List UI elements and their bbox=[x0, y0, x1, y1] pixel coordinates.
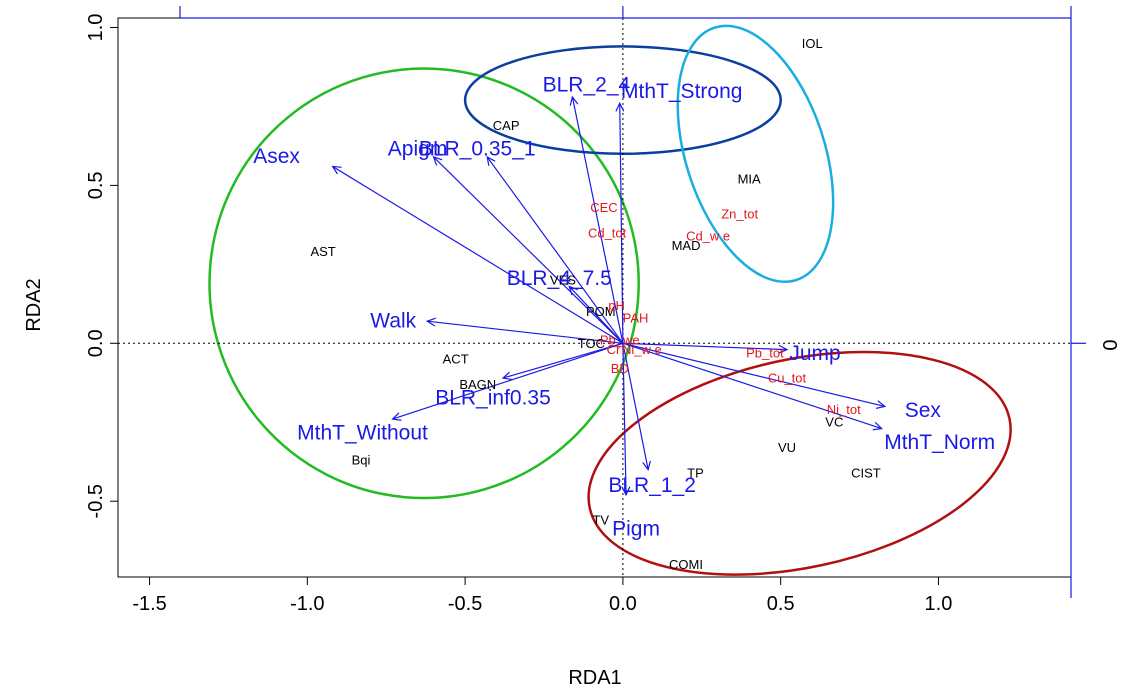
site-label-toc: TOC bbox=[578, 336, 605, 351]
trait-label-blr-inf0-35: BLR_inf0.35 bbox=[435, 387, 551, 410]
x-tick-label: 1.0 bbox=[925, 593, 953, 615]
site-label-vc: VC bbox=[825, 415, 843, 430]
trait-label-blr-4-7-5: BLR_4_7.5 bbox=[507, 267, 612, 290]
trait-label-walk: Walk bbox=[370, 310, 416, 333]
y-axis-title: RDA2 bbox=[23, 278, 45, 331]
site-label-mia: MIA bbox=[738, 172, 761, 187]
site-label-bagn: BAGN bbox=[459, 377, 496, 392]
trait-arrow-blr-2-4 bbox=[569, 95, 624, 344]
env-label-pb-we: Pb_we bbox=[600, 333, 640, 348]
y-tick-label: 1.0 bbox=[85, 14, 107, 42]
x-axis-title: RDA1 bbox=[568, 667, 621, 689]
env-label-pb-tot: Pb_tot bbox=[746, 345, 784, 360]
site-label-iol: IOL bbox=[802, 36, 823, 51]
env-label-cr: Cr bbox=[607, 342, 621, 357]
x-tick-label: 0.5 bbox=[767, 593, 795, 615]
trait-label-apigm: Apigm bbox=[388, 137, 448, 160]
trait-arrows bbox=[331, 95, 887, 497]
trait-arrow-blr-0-35-1 bbox=[486, 155, 624, 344]
x-tick-label: -1.0 bbox=[290, 593, 324, 615]
site-label-ast: AST bbox=[310, 244, 335, 259]
plot-box bbox=[117, 17, 1072, 578]
y-axis: -0.5 0.0 0.5 1.0 bbox=[85, 14, 119, 518]
env-label-bd: BD bbox=[611, 361, 629, 376]
trait-arrow-mtht-without bbox=[391, 342, 624, 421]
reference-lines bbox=[118, 18, 1071, 577]
x-tick-label: -1.5 bbox=[132, 593, 166, 615]
site-label-cist: CIST bbox=[851, 465, 881, 480]
trait-label-blr-2-4: BLR_2_4 bbox=[543, 73, 631, 96]
trait-arrow-apigm bbox=[432, 155, 624, 344]
env-label-ni-tot: Ni_tot bbox=[827, 402, 861, 417]
trait-arrow-walk bbox=[425, 317, 623, 344]
trait-arrow-asex bbox=[331, 165, 624, 344]
x-axis: -1.5 -1.0 -0.5 0.0 0.5 1.0 bbox=[132, 576, 953, 615]
env-label-cd-w-e: Cd_w e bbox=[686, 228, 730, 243]
trait-label-pigm: Pigm bbox=[612, 517, 660, 540]
site-label-bqi: Bqi bbox=[352, 453, 371, 468]
site-label-mad: MAD bbox=[672, 238, 701, 253]
trait-label-asex: Asex bbox=[253, 145, 300, 168]
trait-label-mtht-norm: MthT_Norm bbox=[884, 431, 995, 454]
site-label-tp: TP bbox=[687, 465, 704, 480]
site-label-ves: VES bbox=[550, 273, 576, 288]
trait-arrow-mtht-strong bbox=[615, 101, 625, 344]
group-ellipse-1 bbox=[208, 67, 640, 500]
env-label-cu-tot: Cu_tot bbox=[768, 371, 807, 386]
trait-arrow-blr-inf0-35 bbox=[501, 342, 624, 381]
env-label-ph: pH bbox=[608, 298, 625, 313]
trait-label-blr-0-35-1: BLR_0.35_1 bbox=[419, 137, 536, 160]
site-label-tv: TV bbox=[592, 513, 609, 528]
site-label-cap: CAP bbox=[493, 118, 520, 133]
trait-label-sex: Sex bbox=[905, 399, 942, 422]
trait-arrow-blr-4-7-5 bbox=[568, 285, 624, 344]
env-label-ni-w-e: Ni_w e bbox=[622, 342, 662, 357]
env-label-cec: CEC bbox=[590, 200, 617, 215]
site-label-vu: VU bbox=[778, 440, 796, 455]
trait-arrow-blr-1-2 bbox=[622, 343, 651, 471]
trait-arrow-jump bbox=[622, 342, 789, 354]
env-label-cd-tot: Cd_tot bbox=[588, 225, 627, 240]
site-labels: IOL CAP MIA MAD AST VES POM TOC ACT BAGN Bqi VC VU CI… bbox=[310, 36, 880, 572]
env-label-pah: PAH bbox=[623, 311, 649, 326]
trait-label-blr-1-2: BLR_1_2 bbox=[608, 474, 696, 497]
group-ellipse-4 bbox=[587, 350, 1012, 576]
group-ellipse-3 bbox=[676, 24, 835, 284]
trait-arrow-sex bbox=[622, 342, 887, 409]
site-label-pom: POM bbox=[586, 304, 616, 319]
y-tick-label: -0.5 bbox=[85, 484, 107, 518]
trait-arrow-mtht-norm bbox=[622, 342, 883, 431]
trait-arrow-pigm bbox=[621, 343, 631, 497]
y-tick-label: 0.5 bbox=[85, 171, 107, 199]
site-label-act: ACT bbox=[443, 352, 469, 367]
trait-label-mtht-strong: MthT_Strong bbox=[621, 80, 742, 103]
trait-label-jump: Jump bbox=[789, 342, 840, 365]
x-tick-label: 0.0 bbox=[609, 593, 637, 615]
site-label-comi: COMI bbox=[669, 557, 703, 572]
trait-label-mtht-without: MthT_Without bbox=[297, 422, 428, 445]
x-tick-label: -0.5 bbox=[448, 593, 482, 615]
env-label-zn-tot: Zn_tot bbox=[721, 206, 758, 221]
y-tick-label: 0.0 bbox=[85, 329, 107, 357]
right-axis-tick-label: 0 bbox=[1098, 339, 1120, 350]
